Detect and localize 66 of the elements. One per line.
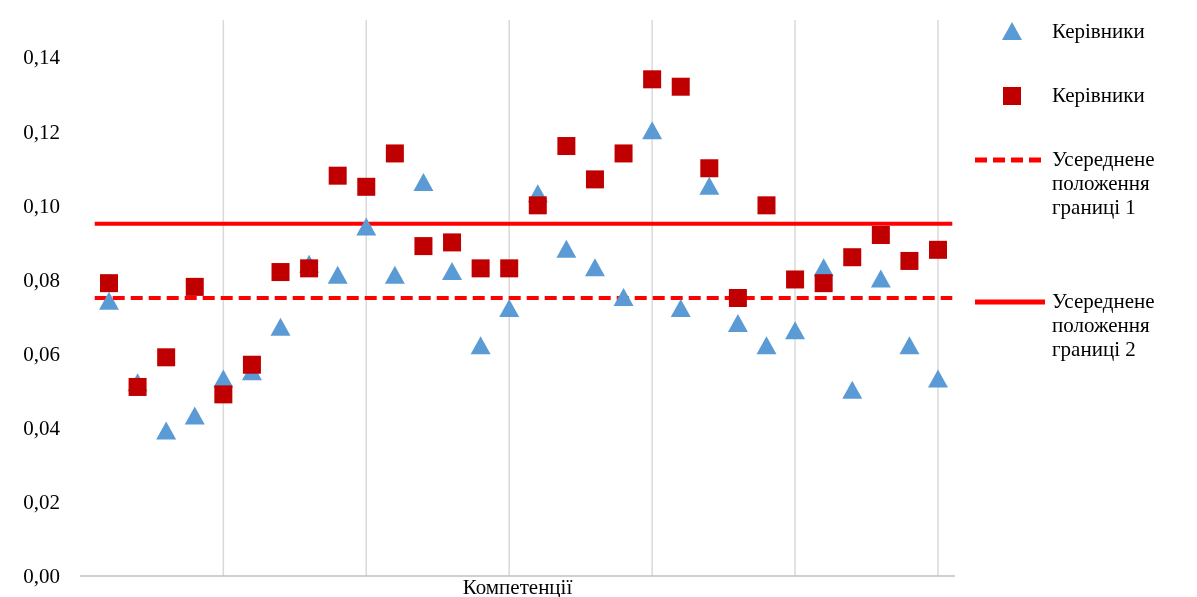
point — [728, 289, 747, 307]
point — [500, 259, 519, 278]
point — [727, 313, 748, 332]
point — [785, 321, 806, 340]
point — [786, 270, 805, 289]
point — [899, 336, 920, 355]
y-tick-label: 0,08 — [23, 267, 60, 292]
y-tick-label: 0,10 — [23, 193, 60, 218]
point — [556, 239, 577, 258]
point — [671, 77, 690, 96]
legend-label: Усереднене положення границі 1 — [1052, 147, 1155, 219]
point — [557, 137, 576, 156]
point — [270, 317, 291, 336]
point — [443, 233, 462, 252]
point — [642, 121, 663, 140]
y-tick-label: 0,00 — [23, 564, 60, 589]
point — [528, 196, 547, 215]
point — [214, 385, 233, 404]
legend-label: Керівники — [1052, 19, 1145, 43]
y-tick-label: 0,06 — [23, 341, 60, 366]
legend-label: Керівники — [1052, 83, 1145, 107]
point — [900, 251, 919, 270]
point — [356, 217, 377, 236]
point — [842, 380, 863, 399]
point — [928, 369, 949, 388]
point — [384, 265, 405, 284]
point — [328, 166, 347, 185]
point — [271, 263, 290, 282]
y-tick-label: 0,04 — [23, 416, 61, 441]
y-tick-label: 0,14 — [23, 45, 61, 70]
legend-label: Усереднене положення границі 2 — [1052, 289, 1155, 361]
point — [98, 291, 119, 310]
point — [185, 277, 204, 296]
point — [756, 336, 777, 355]
point — [242, 355, 261, 374]
y-tick-label: 0,02 — [23, 490, 60, 515]
point — [843, 248, 862, 267]
point — [585, 170, 604, 189]
point — [870, 269, 891, 288]
point — [929, 240, 948, 259]
point — [757, 196, 776, 215]
point — [471, 259, 490, 278]
point — [670, 299, 691, 318]
point — [357, 177, 376, 196]
point — [814, 274, 833, 293]
point — [300, 259, 319, 278]
point — [157, 348, 176, 367]
point — [470, 336, 491, 355]
point — [871, 225, 890, 244]
point — [614, 144, 633, 163]
y-tick-label: 0,12 — [23, 119, 60, 144]
point — [699, 176, 720, 195]
point — [99, 274, 118, 293]
point — [499, 299, 520, 318]
point — [584, 258, 605, 277]
point — [643, 70, 662, 89]
point — [385, 144, 404, 163]
point — [413, 173, 434, 192]
point — [327, 265, 348, 284]
point — [414, 237, 433, 256]
point — [184, 406, 205, 425]
point — [700, 159, 719, 178]
point — [128, 377, 147, 396]
point — [156, 421, 177, 440]
point — [613, 288, 634, 306]
point — [442, 262, 463, 281]
